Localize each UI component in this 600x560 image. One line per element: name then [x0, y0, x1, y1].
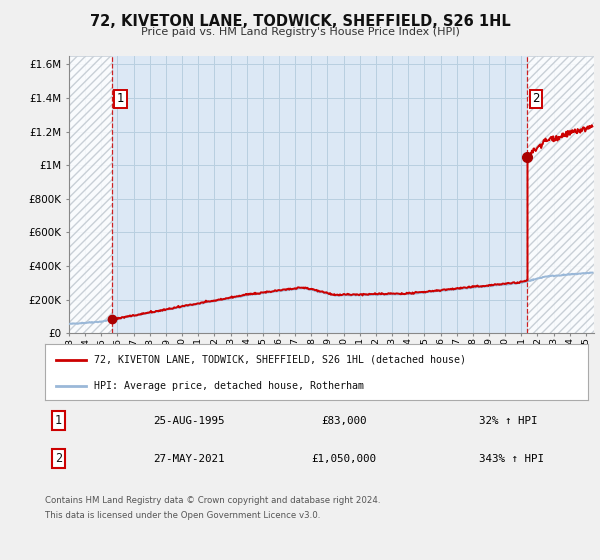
Text: £83,000: £83,000 [321, 416, 367, 426]
Text: 2: 2 [532, 92, 540, 105]
Text: 27-MAY-2021: 27-MAY-2021 [154, 454, 225, 464]
Text: 1: 1 [55, 414, 62, 427]
Text: 72, KIVETON LANE, TODWICK, SHEFFIELD, S26 1HL: 72, KIVETON LANE, TODWICK, SHEFFIELD, S2… [89, 14, 511, 29]
Text: 2: 2 [55, 452, 62, 465]
Text: 25-AUG-1995: 25-AUG-1995 [154, 416, 225, 426]
Text: 32% ↑ HPI: 32% ↑ HPI [479, 416, 538, 426]
Text: Price paid vs. HM Land Registry's House Price Index (HPI): Price paid vs. HM Land Registry's House … [140, 27, 460, 37]
Text: 1: 1 [116, 92, 124, 105]
Text: 72, KIVETON LANE, TODWICK, SHEFFIELD, S26 1HL (detached house): 72, KIVETON LANE, TODWICK, SHEFFIELD, S2… [94, 354, 466, 365]
Text: £1,050,000: £1,050,000 [311, 454, 376, 464]
Text: 343% ↑ HPI: 343% ↑ HPI [479, 454, 544, 464]
Text: This data is licensed under the Open Government Licence v3.0.: This data is licensed under the Open Gov… [45, 511, 320, 520]
Text: HPI: Average price, detached house, Rotherham: HPI: Average price, detached house, Roth… [94, 381, 364, 391]
Text: Contains HM Land Registry data © Crown copyright and database right 2024.: Contains HM Land Registry data © Crown c… [45, 496, 380, 505]
